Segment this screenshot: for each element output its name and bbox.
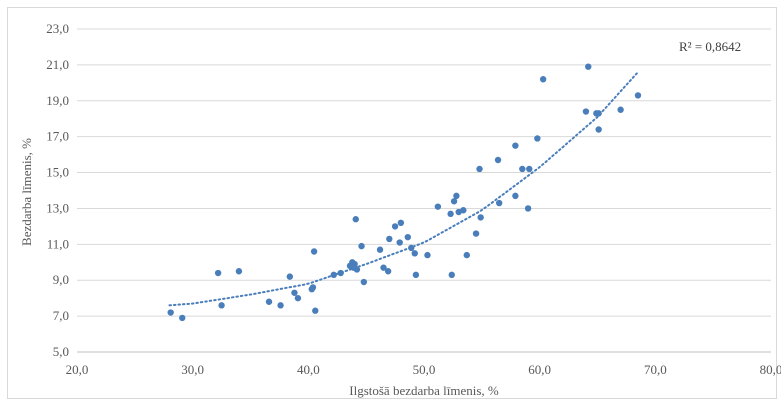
data-point xyxy=(358,242,365,250)
data-point xyxy=(634,92,642,99)
data-point xyxy=(384,268,392,275)
data-point xyxy=(218,302,225,309)
y-tick-label: 13,0 xyxy=(46,200,69,215)
y-tick-label: 7,0 xyxy=(53,308,69,323)
data-point xyxy=(330,271,337,279)
y-tick-label: 23,0 xyxy=(46,21,69,36)
data-point xyxy=(360,278,368,286)
y-tick-label: 5,0 xyxy=(53,344,69,359)
data-point xyxy=(512,142,519,149)
data-point xyxy=(526,165,533,173)
x-tick-label: 20,0 xyxy=(66,362,89,377)
data-point xyxy=(397,219,405,226)
data-point xyxy=(495,199,503,207)
data-point xyxy=(434,203,442,210)
data-point xyxy=(380,264,387,271)
data-point xyxy=(376,246,384,253)
data-point xyxy=(477,214,484,221)
data-point xyxy=(450,198,458,205)
data-point xyxy=(404,233,412,241)
data-point xyxy=(524,205,532,212)
data-point xyxy=(519,165,526,173)
data-point xyxy=(534,135,541,142)
data-point xyxy=(352,216,359,223)
y-axis-title: Bezdarba līmenis, % xyxy=(19,138,34,246)
data-points xyxy=(167,63,642,322)
x-tick-label: 50,0 xyxy=(413,362,436,377)
x-tick-label: 70,0 xyxy=(644,362,667,377)
data-point xyxy=(179,314,186,322)
y-tick-label: 21,0 xyxy=(46,57,69,72)
data-point xyxy=(595,110,602,117)
data-point xyxy=(460,207,467,214)
data-point xyxy=(396,239,403,246)
y-axis-ticks: 5,0 7,0 9,0 11,0 13,0 15,0 17,0 19,0 21,0 23,0 xyxy=(46,21,69,359)
y-tick-label: 11,0 xyxy=(47,236,69,251)
x-tick-label: 60,0 xyxy=(528,362,551,377)
data-point xyxy=(391,223,399,230)
data-point xyxy=(337,269,344,277)
data-point xyxy=(463,251,470,259)
data-point xyxy=(412,271,420,279)
data-point xyxy=(408,244,415,252)
data-point xyxy=(265,298,273,305)
data-point xyxy=(539,76,547,83)
data-point xyxy=(453,192,460,200)
data-point xyxy=(585,63,592,70)
data-point xyxy=(582,108,590,115)
data-point xyxy=(353,266,361,273)
y-tick-label: 19,0 xyxy=(46,93,69,108)
data-point xyxy=(448,271,455,279)
x-tick-label: 40,0 xyxy=(297,362,320,377)
data-point xyxy=(411,250,418,257)
data-point xyxy=(386,235,393,243)
data-point xyxy=(512,192,519,200)
data-point xyxy=(351,260,358,268)
y-tick-label: 17,0 xyxy=(46,129,69,144)
y-tick-label: 9,0 xyxy=(53,272,69,287)
data-point xyxy=(294,294,302,302)
x-axis-ticks: 20,0 30,0 40,0 50,0 60,0 70,0 80,0 xyxy=(66,362,781,377)
x-tick-label: 30,0 xyxy=(181,362,204,377)
data-point xyxy=(310,248,318,255)
data-point xyxy=(447,210,454,218)
x-tick-label: 80,0 xyxy=(760,362,781,377)
data-point xyxy=(617,106,624,113)
data-point xyxy=(595,126,602,133)
data-point xyxy=(286,273,294,280)
r-squared-annotation: R² = 0,8642 xyxy=(679,39,741,54)
chart-frame xyxy=(7,7,777,399)
y-tick-label: 15,0 xyxy=(46,165,69,180)
gridlines xyxy=(77,28,771,317)
data-point xyxy=(476,165,483,173)
data-point xyxy=(277,302,284,309)
data-point xyxy=(235,268,243,275)
data-point xyxy=(167,309,174,316)
data-point xyxy=(291,289,298,296)
trendline xyxy=(168,71,639,307)
data-point xyxy=(472,230,480,237)
data-point xyxy=(424,251,431,259)
data-point xyxy=(214,269,222,277)
x-axis-title: Ilgstošā bezdarba līmenis, % xyxy=(349,383,499,398)
data-point xyxy=(312,307,319,314)
data-point xyxy=(494,156,502,164)
data-point xyxy=(309,284,317,291)
